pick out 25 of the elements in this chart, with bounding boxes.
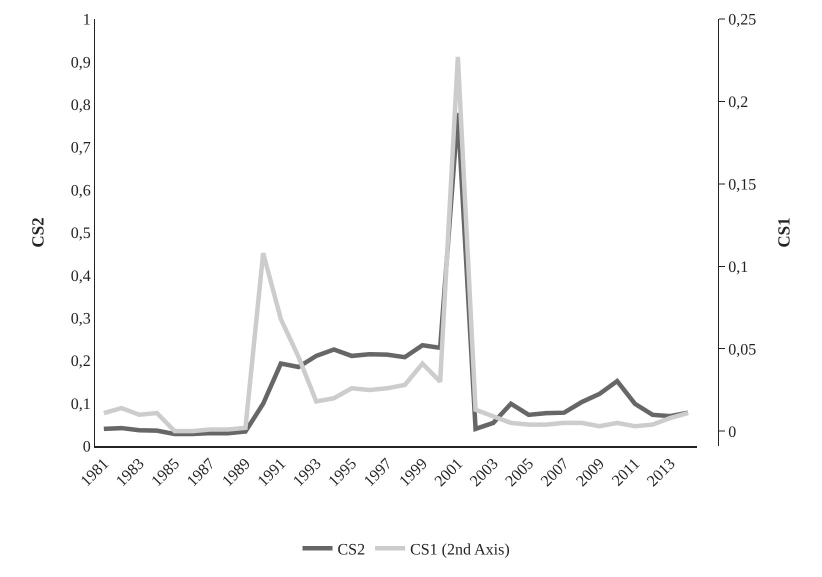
- y-tick-label: 0,7: [70, 140, 91, 157]
- y-tick-label: 0,6: [70, 182, 91, 200]
- y-tick-label: 0,4: [70, 268, 91, 285]
- y-tick-label: 0,5: [70, 225, 91, 242]
- y2-tick-label: 0,2: [728, 94, 748, 112]
- y-tick-label: 0,2: [70, 353, 91, 370]
- legend-label: CS1 (2nd Axis): [410, 542, 510, 559]
- x-tick-label: 1981: [78, 455, 112, 490]
- y2-axis-title: CS1: [774, 217, 794, 248]
- y-tick-label: 0: [82, 438, 91, 456]
- y2-tick-label: 0,1: [728, 258, 748, 276]
- y-tick-label: 0,3: [70, 310, 91, 328]
- y-tick-label: 0,1: [70, 396, 91, 413]
- y-tick-label: 0,8: [70, 97, 91, 114]
- y-tick-label: 1: [82, 12, 91, 29]
- legend-label: CS2: [338, 542, 366, 559]
- y2-tick-label: 0,05: [728, 341, 756, 358]
- y2-tick-label: 0,15: [728, 176, 756, 194]
- y2-tick-label: 0: [728, 424, 736, 441]
- y-tick-label: 0,9: [70, 54, 91, 72]
- x-tick-label: 1991: [254, 455, 290, 490]
- y-axis-title: CS2: [28, 217, 48, 248]
- x-tick-label: 2011: [609, 455, 644, 490]
- line-series: [102, 54, 690, 434]
- y2-tick-label: 0,25: [728, 12, 756, 29]
